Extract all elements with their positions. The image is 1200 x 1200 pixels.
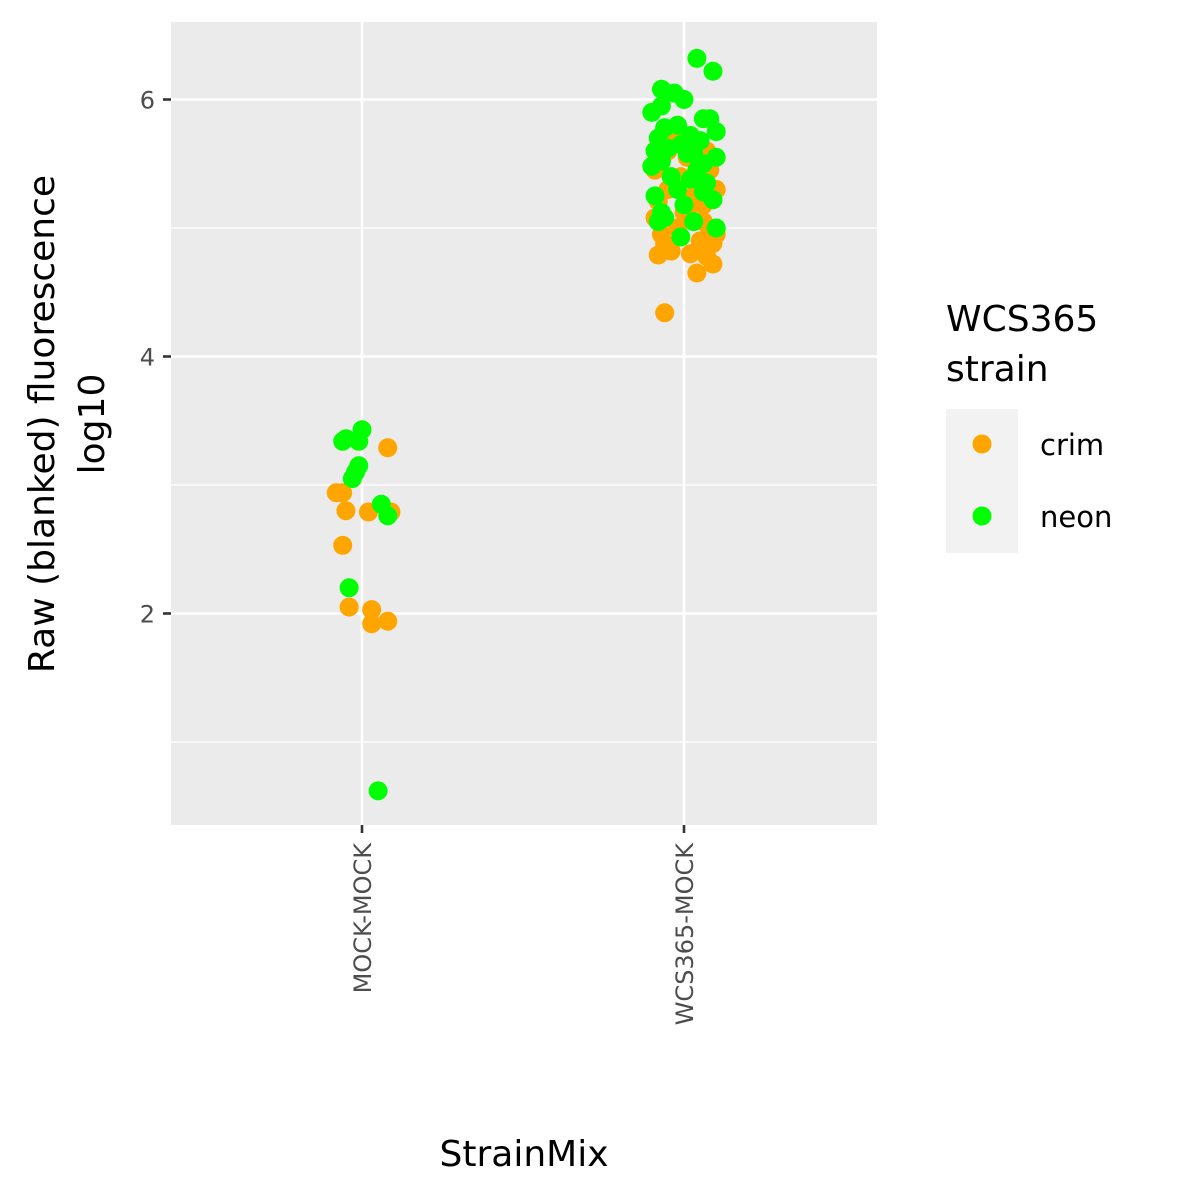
data-point-crim — [703, 254, 723, 274]
data-point-neon — [703, 190, 723, 210]
data-point-neon — [378, 506, 398, 526]
data-point-neon — [645, 186, 665, 206]
grid-minor-lines — [171, 227, 877, 743]
data-point-neon — [680, 169, 700, 189]
data-point-neon — [706, 218, 726, 238]
data-point-crim — [336, 501, 356, 521]
data-point-crim — [339, 597, 359, 617]
data-point-crim — [655, 303, 675, 323]
data-point-neon — [674, 90, 694, 109]
legend-label-crim: crim — [1040, 428, 1104, 462]
data-point-crim — [687, 263, 707, 283]
y-axis-title-line1: Raw (blanked) fluorescence — [22, 175, 63, 673]
data-point-neon — [642, 102, 662, 122]
data-point-crim — [333, 483, 353, 503]
data-point-crim — [362, 614, 382, 634]
data-point-neon — [684, 212, 704, 232]
data-point-neon — [668, 179, 688, 199]
legend-key-neon — [972, 506, 992, 526]
legend: WCS365 strain crim neon — [946, 299, 1112, 553]
x-axis: MOCK-MOCK WCS365-MOCK — [349, 825, 699, 1025]
legend-title-line2: strain — [946, 349, 1049, 390]
data-point-neon — [658, 138, 678, 158]
data-point-neon — [352, 420, 372, 440]
data-point-neon — [674, 195, 694, 215]
legend-title-line1: WCS365 — [946, 299, 1098, 340]
data-point-neon — [339, 578, 359, 598]
x-tick-label: WCS365-MOCK — [671, 842, 699, 1026]
plot-panel — [171, 22, 877, 825]
data-point-neon — [684, 143, 704, 163]
x-tick-label: MOCK-MOCK — [349, 842, 377, 994]
data-point-neon — [648, 212, 668, 232]
legend-key-background — [946, 409, 1018, 553]
y-axis: 2 4 6 — [140, 87, 171, 629]
y-axis-title-line2: log10 — [72, 374, 113, 475]
data-points — [326, 48, 726, 801]
data-point-neon — [687, 48, 707, 68]
y-tick-label: 2 — [140, 601, 155, 629]
data-point-crim — [362, 600, 382, 620]
data-point-neon — [368, 781, 388, 801]
data-point-neon — [349, 456, 369, 476]
legend-label-neon: neon — [1040, 500, 1112, 534]
y-tick-label: 4 — [140, 344, 155, 372]
data-point-neon — [642, 156, 662, 176]
data-point-crim — [333, 535, 353, 555]
data-point-neon — [703, 61, 723, 81]
x-axis-title: StrainMix — [439, 1134, 608, 1175]
legend-key-crim — [972, 434, 992, 454]
y-axis-title: Raw (blanked) fluorescence log10 — [22, 175, 113, 673]
data-point-neon — [706, 122, 726, 142]
data-point-crim — [378, 611, 398, 631]
y-tick-label: 6 — [140, 87, 155, 115]
data-point-neon — [671, 227, 691, 247]
data-point-crim — [378, 438, 398, 458]
